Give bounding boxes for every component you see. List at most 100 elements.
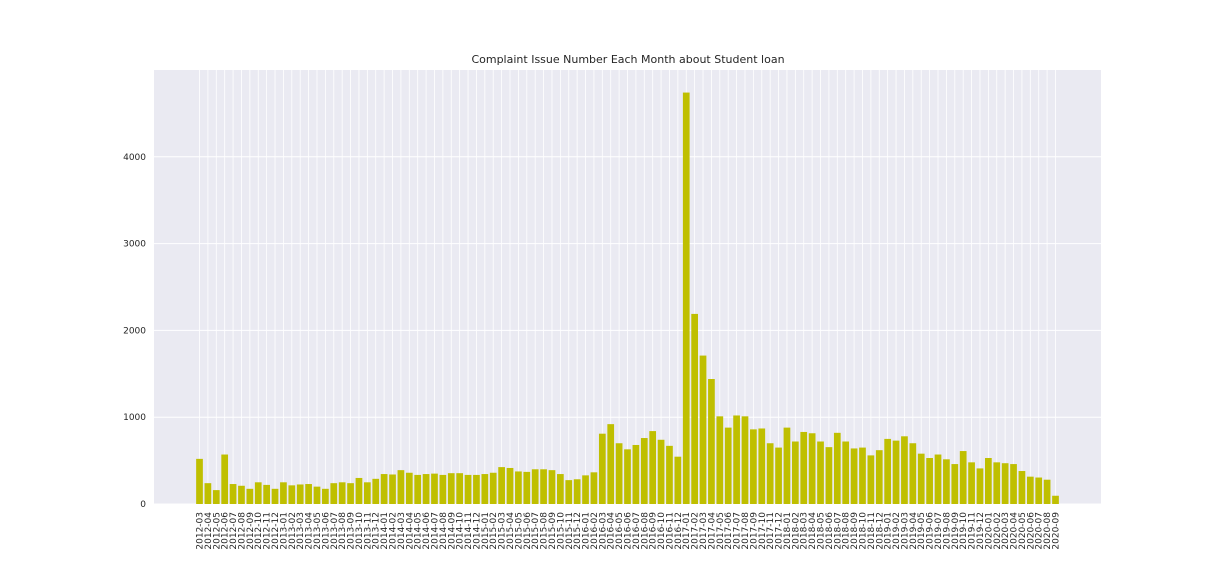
- x-tick-label: 2013-03: [296, 512, 306, 550]
- bar: [951, 464, 959, 504]
- x-tick-label: 2014-08: [439, 512, 449, 550]
- bar: [473, 474, 480, 504]
- bar: [699, 355, 707, 504]
- bar: [1001, 463, 1009, 504]
- bar: [791, 441, 799, 504]
- bar: [431, 473, 438, 504]
- bar: [405, 472, 413, 504]
- x-tick-label: 2014-06: [422, 512, 432, 550]
- bars: [196, 92, 1059, 505]
- bar: [498, 467, 505, 504]
- bar: [229, 484, 237, 504]
- bar: [733, 415, 740, 504]
- x-tick-label: 2017-01: [682, 512, 692, 550]
- x-tick-label: 2017-03: [699, 512, 709, 550]
- bar: [523, 471, 531, 504]
- x-tick-label: 2020-04: [1010, 512, 1020, 550]
- bar: [212, 490, 220, 504]
- x-tick-label: 2014-04: [405, 512, 415, 550]
- x-tick-label: 2018-09: [850, 512, 860, 550]
- bar: [389, 474, 396, 504]
- bar: [909, 443, 917, 504]
- bar: [901, 436, 908, 504]
- bar: [196, 458, 203, 504]
- bar: [917, 453, 925, 504]
- x-tick-label: 2017-11: [766, 512, 776, 550]
- bar: [221, 454, 229, 504]
- y-tick-label: 2000: [123, 326, 146, 336]
- x-tick-label: 2017-05: [716, 512, 726, 550]
- x-tick-label: 2018-02: [791, 512, 801, 550]
- x-tick-label: 2014-09: [447, 512, 457, 550]
- x-tick-label: 2015-12: [573, 512, 583, 550]
- x-tick-label: 2013-10: [355, 512, 365, 550]
- bar: [985, 457, 992, 504]
- x-tick-label: 2016-07: [632, 512, 642, 550]
- x-tick-label: 2016-03: [598, 512, 608, 550]
- bar: [968, 462, 975, 504]
- x-tick-label: 2018-10: [858, 512, 868, 550]
- x-tick-label: 2015-05: [514, 512, 524, 550]
- x-tick-label: 2020-01: [984, 512, 994, 550]
- x-tick-label: 2018-03: [800, 512, 810, 550]
- bar: [582, 475, 589, 504]
- bar: [414, 474, 422, 504]
- x-tick-label: 2014-02: [389, 512, 399, 550]
- x-tick-label: 2013-06: [321, 512, 331, 550]
- x-tick-label: 2013-04: [305, 512, 315, 550]
- x-tick-label: 2020-08: [1043, 512, 1053, 550]
- x-tick-label: 2018-11: [867, 512, 877, 550]
- x-gridlines: [199, 70, 1056, 504]
- x-tick-label: 2020-09: [1052, 512, 1062, 550]
- bar: [565, 480, 573, 504]
- bar: [750, 429, 757, 504]
- bar: [926, 457, 933, 504]
- x-tick-label: 2019-11: [968, 512, 978, 550]
- x-tick-label: 2019-01: [884, 512, 894, 550]
- x-tick-label: 2017-12: [775, 512, 785, 550]
- x-tick-label: 2016-01: [582, 512, 592, 550]
- x-tick-label: 2017-06: [724, 512, 734, 550]
- bar: [959, 451, 967, 504]
- x-tick-label: 2017-04: [707, 512, 717, 550]
- x-tick-label: 2014-10: [456, 512, 466, 550]
- x-tick-label: 2017-07: [733, 512, 743, 550]
- x-tick-label: 2019-09: [951, 512, 961, 550]
- bar: [607, 424, 615, 504]
- x-tick-label: 2012-06: [221, 512, 231, 550]
- bar: [976, 468, 984, 504]
- bar: [464, 474, 472, 504]
- bar: [573, 479, 581, 504]
- bar: [481, 474, 489, 504]
- x-tick-label: 2012-07: [229, 512, 239, 550]
- bar: [859, 447, 866, 504]
- bar: [850, 448, 858, 504]
- bar: [884, 438, 892, 504]
- bar: [338, 482, 346, 504]
- y-tick-label: 1000: [123, 413, 146, 423]
- x-tick-label: 2019-03: [900, 512, 910, 550]
- bar: [1052, 495, 1059, 504]
- bar: [540, 469, 547, 504]
- x-tick-label: 2013-05: [313, 512, 323, 550]
- x-tick-label: 2015-03: [498, 512, 508, 550]
- bar: [347, 483, 354, 504]
- bar: [296, 484, 304, 504]
- bar: [624, 449, 631, 504]
- x-tick-label: 2013-11: [363, 512, 373, 550]
- x-tick-label: 2018-06: [825, 512, 835, 550]
- bar: [238, 485, 245, 504]
- x-tick-label: 2015-01: [481, 512, 491, 550]
- bar: [456, 473, 464, 504]
- bar: [422, 474, 430, 504]
- bar: [817, 441, 824, 504]
- x-tick-label: 2012-11: [263, 512, 273, 550]
- bar: [808, 433, 816, 504]
- bar: [758, 428, 766, 504]
- x-tick-label: 2016-08: [640, 512, 650, 550]
- x-tick-label: 2020-02: [993, 512, 1003, 550]
- bar: [305, 484, 312, 504]
- bar: [615, 443, 623, 504]
- x-tick-label: 2013-09: [347, 512, 357, 550]
- x-tick-label: 2018-07: [833, 512, 843, 550]
